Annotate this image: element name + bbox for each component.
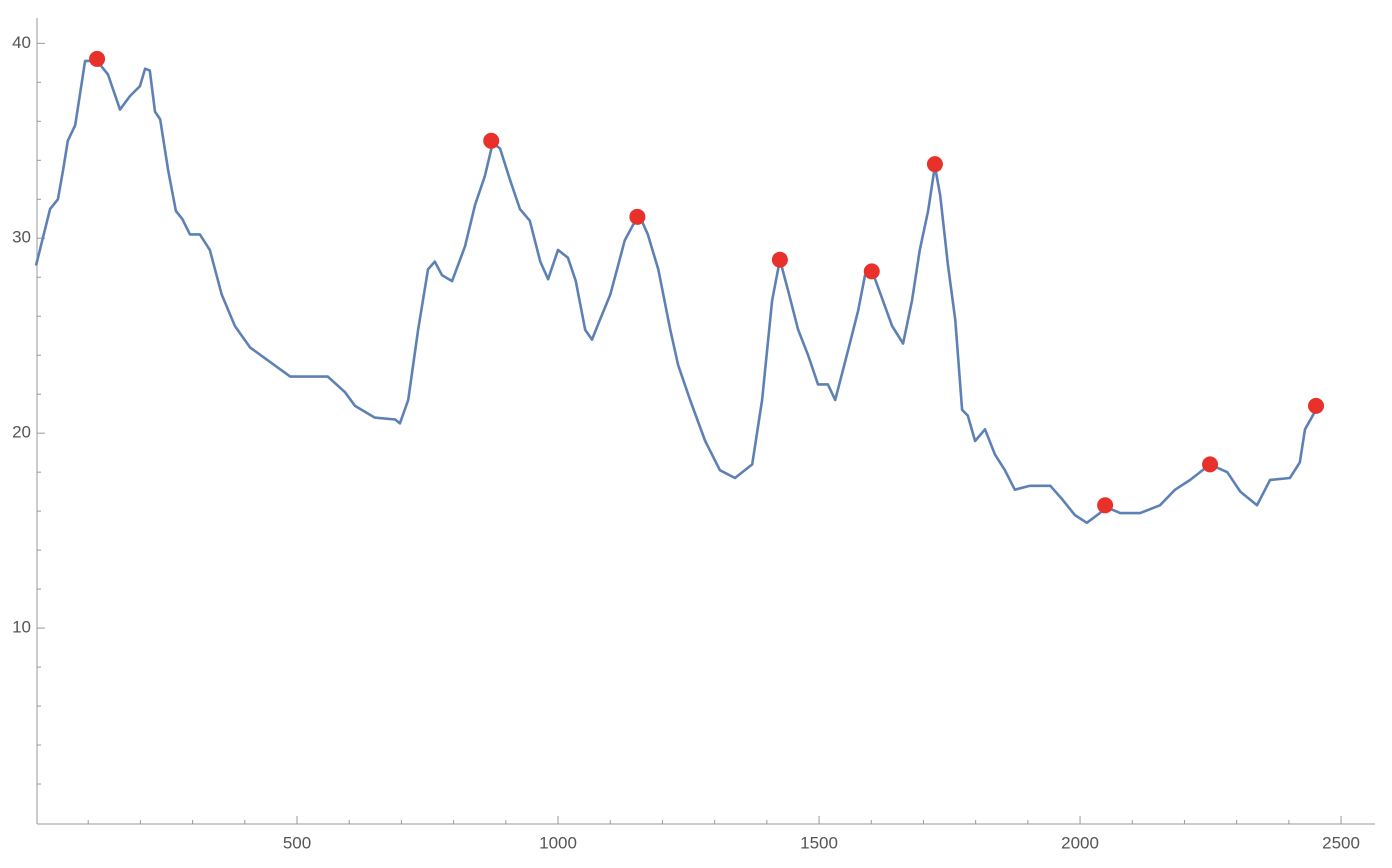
data-point — [1308, 397, 1325, 414]
data-point — [771, 251, 788, 268]
data-point — [89, 50, 106, 67]
data-point — [629, 208, 646, 225]
data-point — [926, 156, 943, 173]
y-tick-label: 10 — [12, 618, 31, 637]
data-point — [1097, 497, 1114, 514]
x-tick-label: 500 — [283, 833, 311, 852]
x-tick-label: 1500 — [800, 833, 838, 852]
x-tick-label: 1000 — [539, 833, 577, 852]
data-point — [1202, 456, 1219, 473]
data-point — [863, 263, 880, 280]
y-tick-label: 40 — [12, 33, 31, 52]
data-point — [483, 132, 500, 149]
y-tick-label: 30 — [12, 228, 31, 247]
x-tick-label: 2000 — [1061, 833, 1099, 852]
data-line — [34, 59, 1319, 525]
y-tick-label: 20 — [12, 423, 31, 442]
x-tick-label: 2500 — [1322, 833, 1360, 852]
